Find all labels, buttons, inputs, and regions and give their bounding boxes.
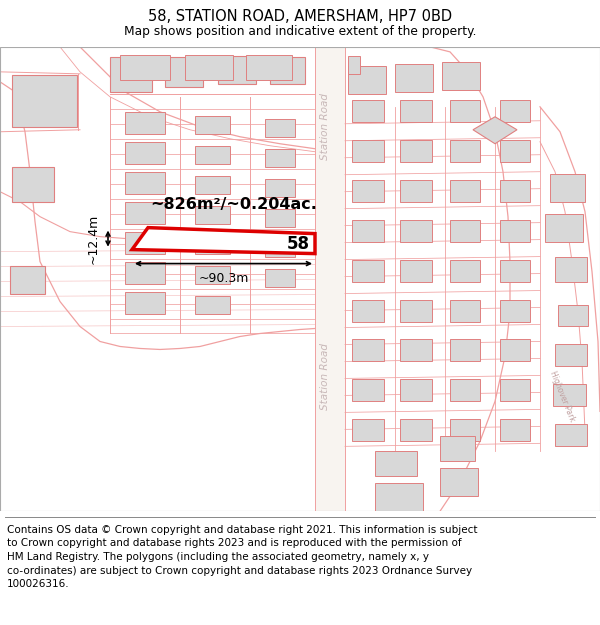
Bar	[265, 269, 295, 286]
Bar	[450, 379, 480, 401]
Bar	[395, 64, 433, 92]
Bar	[400, 339, 432, 361]
Bar	[553, 384, 586, 406]
Bar	[120, 55, 170, 80]
Bar	[450, 339, 480, 361]
Bar	[265, 149, 295, 167]
Bar	[555, 344, 587, 366]
Bar	[195, 176, 230, 194]
Bar	[500, 419, 530, 441]
Bar	[450, 419, 480, 441]
Bar	[500, 100, 530, 122]
Bar	[442, 62, 480, 90]
Bar	[125, 291, 165, 314]
Bar	[558, 304, 588, 326]
Bar	[10, 266, 45, 294]
Bar	[352, 379, 384, 401]
Bar	[110, 57, 152, 92]
Bar	[400, 419, 432, 441]
Bar	[500, 219, 530, 242]
Text: 58: 58	[287, 234, 310, 253]
Bar	[195, 206, 230, 224]
Bar	[195, 296, 230, 314]
Bar	[450, 299, 480, 321]
Bar	[400, 180, 432, 202]
Bar	[352, 100, 384, 122]
Bar	[352, 339, 384, 361]
Bar	[545, 214, 583, 242]
Bar	[12, 75, 77, 127]
Bar	[165, 57, 203, 87]
Bar	[218, 56, 256, 84]
Bar	[352, 299, 384, 321]
Bar	[450, 100, 480, 122]
Bar	[125, 202, 165, 224]
Bar	[450, 180, 480, 202]
Bar	[555, 424, 587, 446]
Text: Map shows position and indicative extent of the property.: Map shows position and indicative extent…	[124, 26, 476, 39]
Bar	[195, 236, 230, 254]
Bar	[265, 209, 295, 227]
Bar	[195, 116, 230, 134]
Bar	[500, 259, 530, 281]
Text: ~12.4m: ~12.4m	[87, 214, 100, 264]
Bar	[400, 100, 432, 122]
Bar	[195, 146, 230, 164]
Text: 58, STATION ROAD, AMERSHAM, HP7 0BD: 58, STATION ROAD, AMERSHAM, HP7 0BD	[148, 9, 452, 24]
Bar	[352, 140, 384, 162]
Bar	[400, 299, 432, 321]
Bar	[440, 468, 478, 496]
Text: Station Road: Station Road	[320, 343, 330, 410]
Bar	[500, 379, 530, 401]
Bar	[375, 451, 417, 476]
Bar	[246, 55, 292, 80]
Polygon shape	[473, 117, 517, 144]
Bar	[195, 266, 230, 284]
Bar	[270, 57, 305, 84]
Bar	[400, 259, 432, 281]
Bar	[265, 179, 295, 197]
Bar	[125, 112, 165, 134]
Bar	[352, 419, 384, 441]
Bar	[125, 262, 165, 284]
Bar	[500, 140, 530, 162]
Bar	[400, 219, 432, 242]
Bar	[450, 140, 480, 162]
Bar	[400, 140, 432, 162]
Bar	[500, 299, 530, 321]
Bar	[185, 55, 233, 80]
Bar	[352, 219, 384, 242]
Bar	[352, 180, 384, 202]
Text: Highover Park: Highover Park	[548, 370, 577, 423]
Polygon shape	[132, 228, 315, 254]
Bar	[375, 483, 423, 511]
Bar	[125, 172, 165, 194]
Bar	[315, 47, 345, 511]
Bar	[125, 232, 165, 254]
Bar	[500, 339, 530, 361]
Bar	[265, 119, 295, 137]
Bar	[440, 436, 475, 461]
Bar	[555, 257, 587, 281]
Bar	[265, 239, 295, 257]
Text: ~90.3m: ~90.3m	[199, 272, 248, 284]
Text: Station Road: Station Road	[320, 93, 330, 160]
Bar	[400, 379, 432, 401]
Bar	[352, 259, 384, 281]
Text: ~826m²/~0.204ac.: ~826m²/~0.204ac.	[150, 197, 317, 212]
Bar	[450, 219, 480, 242]
Bar	[348, 56, 360, 74]
Bar	[348, 66, 386, 94]
Bar	[550, 174, 585, 202]
Text: Contains OS data © Crown copyright and database right 2021. This information is : Contains OS data © Crown copyright and d…	[7, 525, 478, 589]
Bar	[12, 167, 54, 202]
Bar	[450, 259, 480, 281]
Bar	[125, 142, 165, 164]
Bar	[500, 180, 530, 202]
